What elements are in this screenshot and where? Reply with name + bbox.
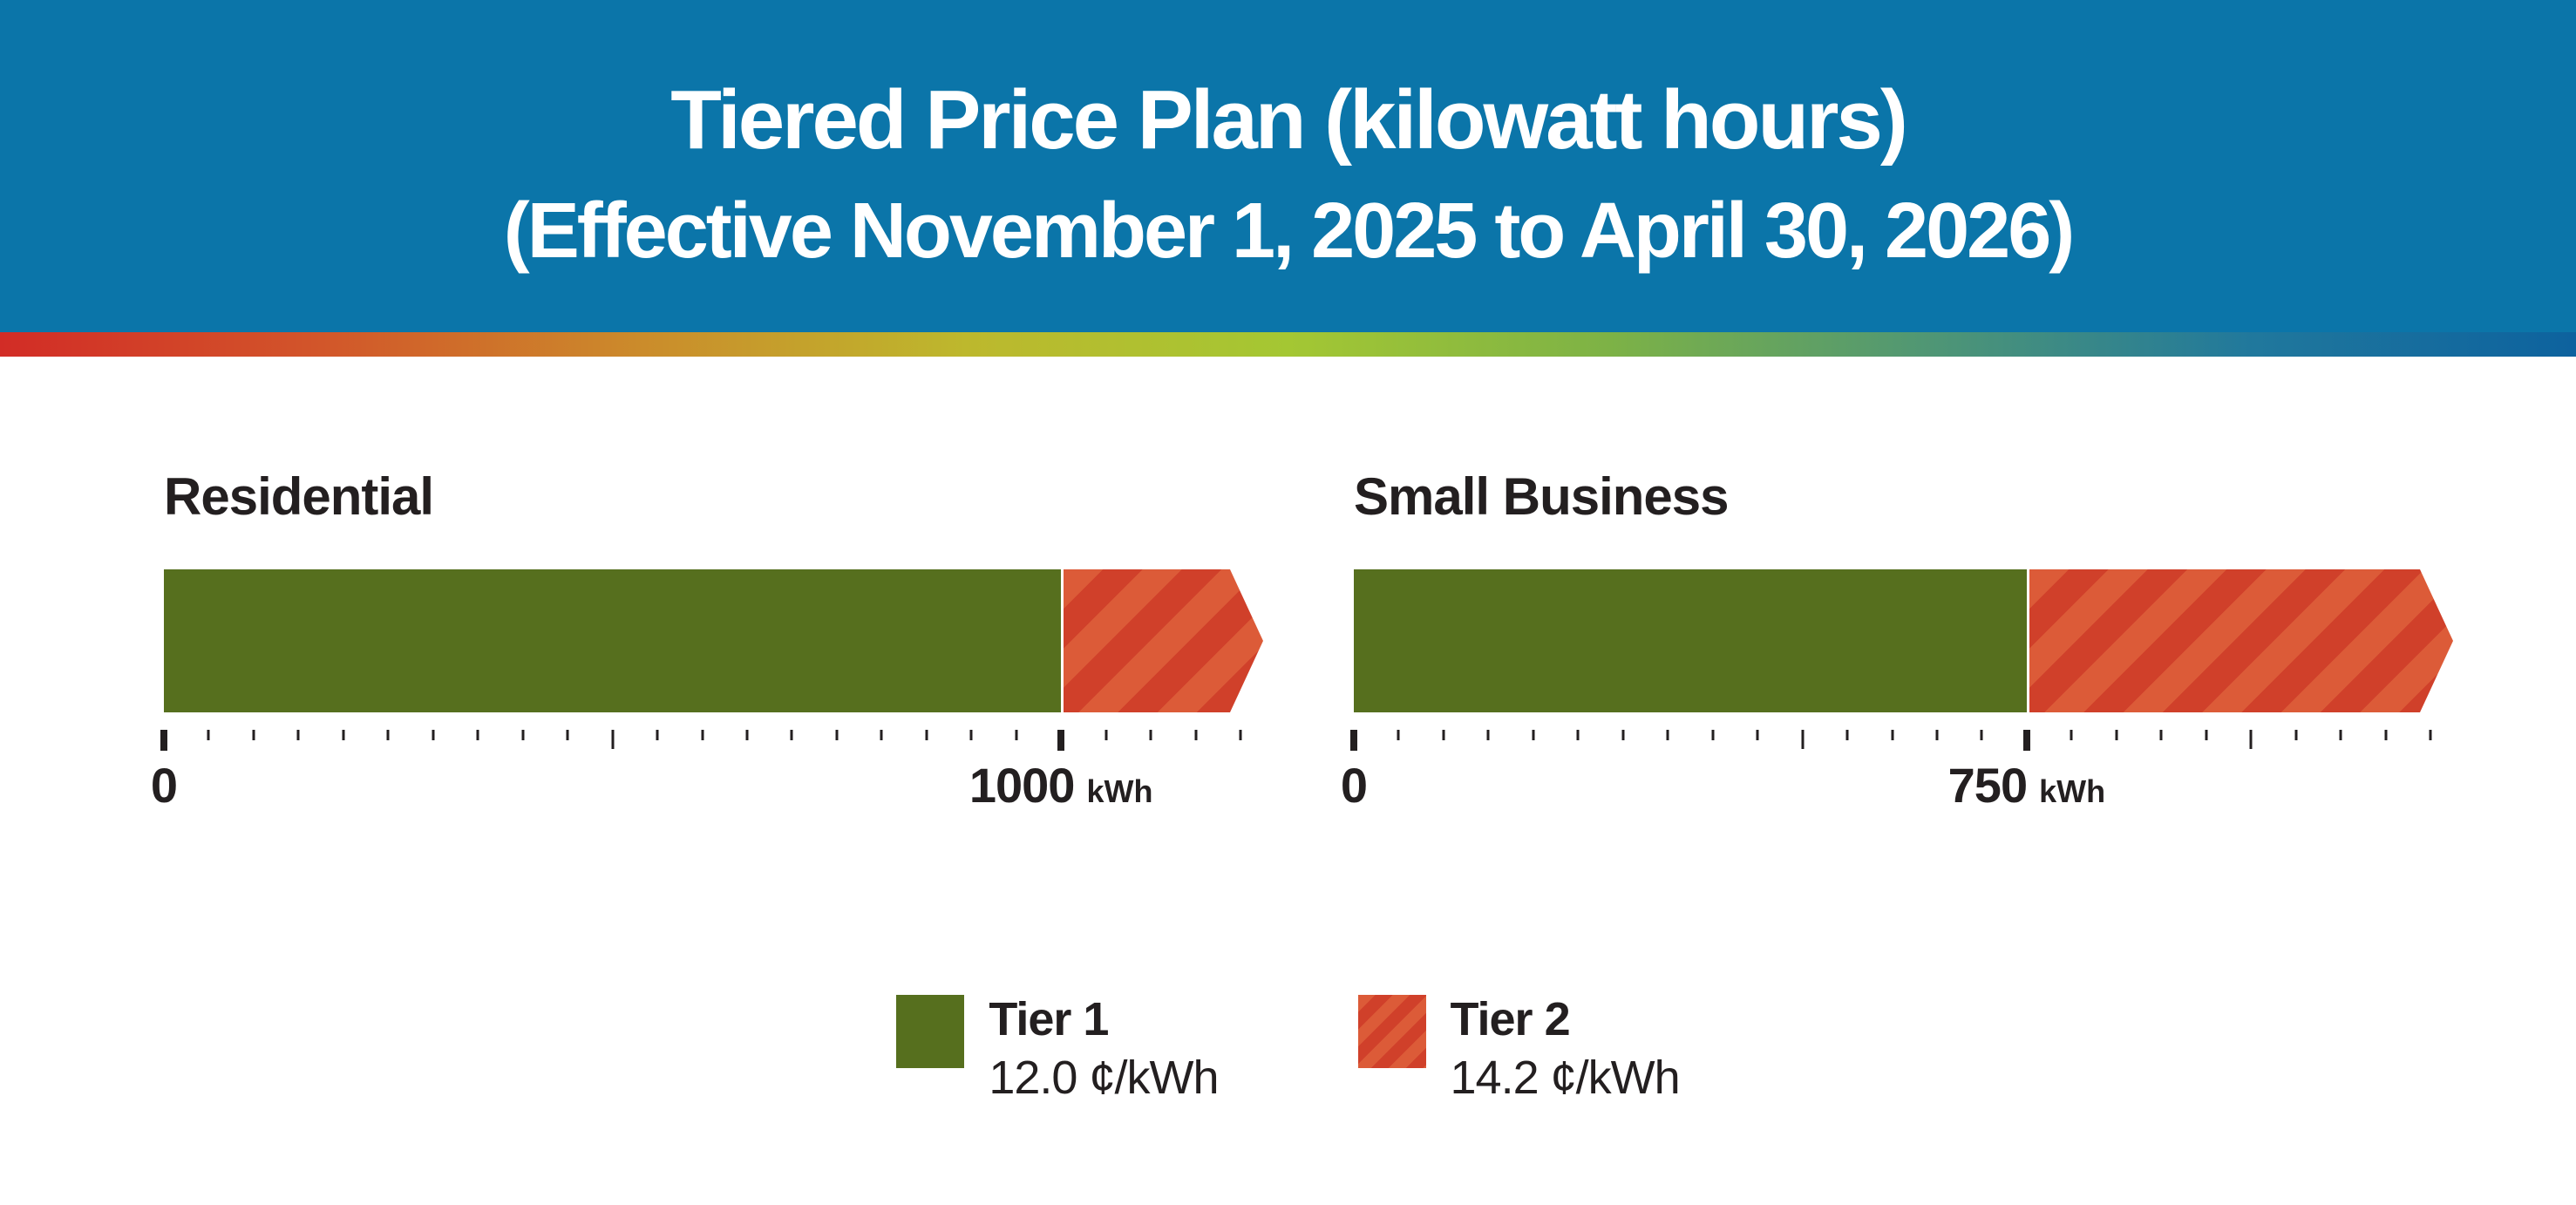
rainbow-divider (0, 332, 2576, 357)
axis-labels: 0 1000 kWh (151, 761, 1240, 840)
axis-tick-label: 1000 kWh (969, 761, 1153, 810)
axis-tick (207, 730, 210, 740)
axis-tick (476, 730, 479, 740)
axis-tick (745, 730, 749, 740)
axis-tick (2205, 730, 2208, 740)
tier1-price: 12.0 ¢/kWh (989, 1051, 1219, 1104)
tier-bar-residential (164, 569, 1240, 712)
axis-tick (701, 730, 703, 740)
tier2-segment-arrow (1061, 569, 1263, 712)
axis-tick (2339, 730, 2342, 740)
legend-item-tier2: Tier 2 14.2 ¢/kWh (1357, 993, 1681, 1104)
axis-tick (1845, 730, 1849, 740)
axis-tick (252, 730, 255, 740)
axis-tick (521, 730, 525, 740)
legend-text-tier2: Tier 2 14.2 ¢/kWh (1450, 993, 1681, 1104)
axis-tick (1149, 730, 1152, 740)
page-title: Tiered Price Plan (kilowatt hours) (670, 72, 1908, 167)
axis-tick (656, 730, 659, 740)
axis-tick (1576, 730, 1580, 740)
axis-tick (2294, 730, 2298, 740)
axis-tick (1397, 730, 1400, 740)
tier1-segment (164, 569, 1062, 712)
tier-bar-small-business (1354, 569, 2430, 712)
axis-tick (1442, 730, 1445, 740)
axis-tick (1935, 730, 1939, 740)
tier1-swatch (896, 995, 965, 1068)
axis-ruler (1350, 730, 2432, 752)
axis-tick-number: 0 (1340, 758, 1368, 813)
axis-ruler (160, 730, 1242, 752)
axis-tick (1239, 730, 1242, 740)
axis-tick-label: 0 (1340, 758, 1368, 813)
axis-tick (1015, 730, 1018, 740)
header-banner: Tiered Price Plan (kilowatt hours) (Effe… (0, 0, 2576, 332)
chart-residential: Residential 0 1000 kWh (151, 467, 1242, 840)
axis-tick-label: 750 kWh (1948, 761, 2105, 810)
axis-tick (1194, 730, 1198, 740)
legend-text-tier1: Tier 1 12.0 ¢/kWh (989, 993, 1219, 1104)
axis-tick (969, 730, 973, 740)
axis-tick (1666, 730, 1669, 740)
legend: Tier 1 12.0 ¢/kWh Tier 2 14.2 ¢/kWh (0, 995, 2576, 1102)
charts-row: Residential 0 1000 kWh Small Business 0 750… (151, 467, 2576, 840)
axis-tick (1621, 730, 1625, 740)
axis-tick-label: 0 (150, 758, 178, 813)
chart-title-small-business: Small Business (1354, 467, 1730, 526)
chart-small-business: Small Business 0 750 kWh (1341, 467, 2432, 840)
tier1-name: Tier 1 (989, 993, 1109, 1045)
tier2-name: Tier 2 (1450, 993, 1571, 1045)
axis-tick-number: 1000 (969, 758, 1076, 813)
axis-tick (1104, 730, 1108, 740)
axis-tick (2115, 730, 2118, 740)
axis-tick (790, 730, 793, 740)
axis-tick (2384, 730, 2388, 740)
axis-tick (2070, 730, 2073, 740)
tier2-price: 14.2 ¢/kWh (1450, 1051, 1681, 1104)
axis-unit-label: kWh (2039, 773, 2106, 809)
axis-tick (342, 730, 345, 740)
axis-tick (1057, 730, 1065, 751)
axis-tick (925, 730, 928, 740)
tier2-segment-arrow (2027, 569, 2453, 712)
axis-tick (1486, 730, 1490, 740)
axis-tick (296, 730, 300, 740)
axis-tick (1980, 730, 1983, 740)
axis-tick (1532, 730, 1535, 740)
tier1-segment (1354, 569, 2027, 712)
axis-tick (2159, 730, 2163, 740)
axis-unit-label: kWh (1086, 773, 1153, 809)
tier2-swatch (1357, 995, 1426, 1068)
axis-tick-number: 750 (1947, 758, 2028, 813)
axis-tick (1711, 730, 1715, 740)
axis-tick (835, 730, 839, 740)
axis-tick (2022, 730, 2030, 751)
axis-tick (2429, 730, 2432, 740)
axis-labels: 0 750 kWh (1341, 761, 2430, 840)
axis-tick (880, 730, 883, 740)
legend-item-tier1: Tier 1 12.0 ¢/kWh (896, 993, 1220, 1104)
page-subtitle: (Effective November 1, 2025 to April 30,… (503, 187, 2076, 275)
axis-tick (1801, 730, 1805, 749)
chart-title-residential: Residential (164, 467, 434, 526)
axis-tick (386, 730, 390, 740)
axis-tick (611, 730, 615, 749)
axis-tick-number: 0 (150, 758, 178, 813)
axis-tick (1891, 730, 1893, 740)
axis-tick (566, 730, 569, 740)
axis-tick (1350, 730, 1357, 751)
axis-tick (2249, 730, 2253, 749)
axis-tick (432, 730, 435, 740)
axis-tick (160, 730, 167, 751)
axis-tick (1756, 730, 1759, 740)
